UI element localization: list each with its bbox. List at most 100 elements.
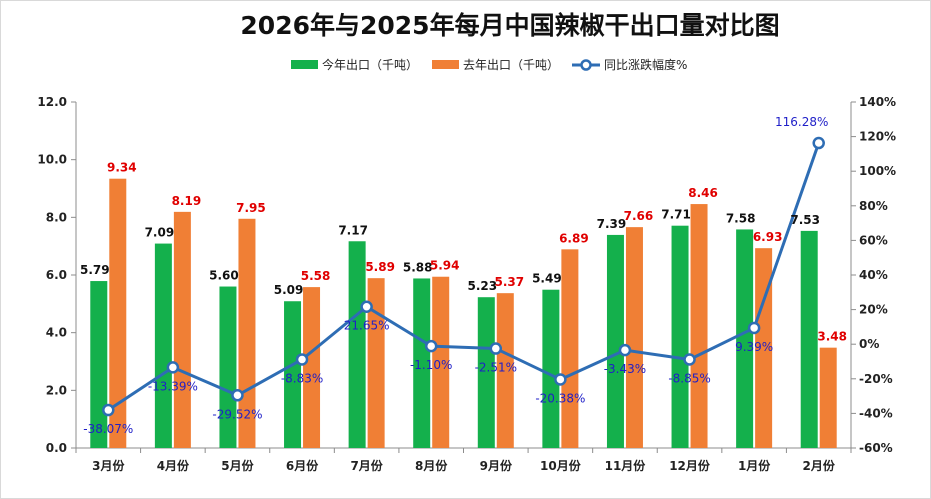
label-change: -8.85% bbox=[668, 372, 710, 386]
x-tick-label: 7月份 bbox=[350, 458, 383, 473]
x-tick-label: 9月份 bbox=[480, 458, 513, 473]
change-marker bbox=[554, 373, 567, 386]
bar-current bbox=[542, 289, 560, 448]
label-current: 5.09 bbox=[274, 283, 304, 297]
label-change: -8.83% bbox=[281, 371, 323, 385]
legend-marker-change bbox=[580, 59, 592, 71]
label-previous: 3.48 bbox=[817, 330, 847, 344]
change-marker bbox=[683, 353, 696, 366]
label-previous: 7.66 bbox=[624, 209, 654, 223]
bar-previous bbox=[496, 293, 514, 448]
label-current: 5.23 bbox=[467, 279, 497, 293]
x-tick-label: 8月份 bbox=[415, 458, 448, 473]
change-marker bbox=[747, 321, 761, 335]
right-tick-label: 120% bbox=[859, 130, 896, 144]
bar-previous bbox=[625, 227, 643, 448]
label-current: 7.58 bbox=[726, 211, 756, 225]
label-previous: 7.95 bbox=[236, 201, 266, 215]
bar-previous bbox=[432, 276, 450, 448]
bar-current bbox=[154, 243, 172, 448]
x-tick-label: 6月份 bbox=[286, 458, 319, 473]
bar-previous bbox=[690, 204, 708, 448]
right-tick-label: 0% bbox=[859, 337, 879, 351]
label-current: 5.60 bbox=[209, 269, 239, 283]
right-tick-label: 40% bbox=[859, 268, 888, 282]
bar-previous bbox=[755, 248, 773, 448]
x-tick-label: 5月份 bbox=[221, 458, 254, 473]
bar-current bbox=[671, 225, 689, 448]
label-change: -20.38% bbox=[535, 391, 585, 405]
change-marker bbox=[166, 361, 180, 374]
x-tick-label: 1月份 bbox=[738, 458, 771, 473]
label-current: 7.09 bbox=[145, 226, 175, 240]
bar-previous bbox=[109, 178, 127, 449]
legend-label-current: 今年出口（千吨） bbox=[322, 57, 418, 72]
right-tick-label: -60% bbox=[859, 441, 893, 455]
right-tick-label: 100% bbox=[859, 164, 896, 178]
left-tick-label: 10.0 bbox=[37, 153, 67, 167]
legend-label-change: 同比涨跌幅度% bbox=[604, 57, 687, 72]
bar-previous bbox=[367, 278, 385, 448]
bar-current bbox=[736, 229, 754, 448]
label-change: 116.28% bbox=[775, 115, 828, 129]
label-change: -13.39% bbox=[148, 379, 198, 393]
left-tick-label: 2.0 bbox=[46, 383, 67, 397]
bar-previous bbox=[561, 249, 579, 448]
bar-previous bbox=[173, 211, 191, 448]
change-marker bbox=[102, 403, 115, 417]
legend-label-previous: 去年出口（千吨） bbox=[463, 58, 559, 72]
label-previous: 5.37 bbox=[494, 275, 524, 289]
x-tick-label: 12月份 bbox=[669, 458, 711, 473]
change-marker bbox=[231, 389, 244, 402]
label-change: -38.07% bbox=[83, 422, 133, 436]
bar-current bbox=[606, 234, 624, 448]
label-current: 5.88 bbox=[403, 260, 433, 274]
bar-previous bbox=[303, 287, 321, 448]
change-marker bbox=[295, 353, 309, 366]
chart-title: 2026年与2025年每月中国辣椒干出口量对比图 bbox=[240, 11, 779, 40]
label-previous: 8.19 bbox=[172, 194, 202, 208]
label-change: -1.10% bbox=[410, 358, 452, 372]
right-tick-label: 140% bbox=[859, 95, 896, 109]
bar-current bbox=[413, 278, 431, 448]
x-tick-label: 4月份 bbox=[157, 458, 190, 473]
change-marker bbox=[424, 339, 438, 353]
bars bbox=[90, 178, 837, 449]
x-tick-label: 10月份 bbox=[540, 458, 582, 473]
left-tick-label: 4.0 bbox=[46, 326, 67, 340]
right-tick-label: -20% bbox=[859, 372, 893, 386]
legend: 今年出口（千吨） 去年出口（千吨） 同比涨跌幅度% bbox=[291, 57, 687, 72]
legend-swatch-current bbox=[291, 60, 318, 69]
label-current: 5.49 bbox=[532, 272, 562, 286]
change-marker bbox=[360, 300, 373, 313]
right-tick-label: -40% bbox=[859, 406, 893, 420]
bar-current bbox=[219, 286, 237, 448]
label-previous: 9.34 bbox=[107, 161, 137, 175]
left-tick-label: 12.0 bbox=[37, 95, 67, 109]
change-marker bbox=[812, 136, 825, 150]
label-current: 7.71 bbox=[661, 208, 691, 222]
label-change: -2.51% bbox=[475, 361, 517, 375]
change-marker bbox=[489, 342, 503, 355]
bar-previous bbox=[819, 347, 837, 448]
right-tick-label: 20% bbox=[859, 303, 888, 317]
left-tick-label: 8.0 bbox=[46, 210, 67, 224]
change-marker bbox=[618, 343, 632, 357]
label-previous: 8.46 bbox=[688, 186, 718, 200]
right-tick-label: 80% bbox=[859, 199, 888, 213]
label-previous: 5.94 bbox=[430, 259, 460, 273]
axes: 0.0 2.0 4.0 6.0 8.0 10.0 12.0 -60% -40% -20% 0% 20%… bbox=[37, 95, 896, 473]
legend-swatch-previous bbox=[432, 60, 459, 69]
label-change: 9.39% bbox=[735, 340, 773, 354]
label-current: 5.79 bbox=[80, 263, 110, 277]
change-polyline bbox=[107, 142, 821, 412]
change-line bbox=[102, 136, 825, 417]
bar-current bbox=[284, 301, 302, 448]
right-tick-label: 60% bbox=[859, 233, 888, 247]
label-change: 21.65% bbox=[344, 319, 390, 333]
label-current: 7.53 bbox=[790, 213, 820, 227]
data-labels: 5.79 9.34 7.09 8.19 5.60 7.95 5.095.58 7.17 5.89… bbox=[80, 115, 847, 436]
bar-current bbox=[477, 297, 495, 448]
label-current: 7.17 bbox=[338, 223, 368, 237]
